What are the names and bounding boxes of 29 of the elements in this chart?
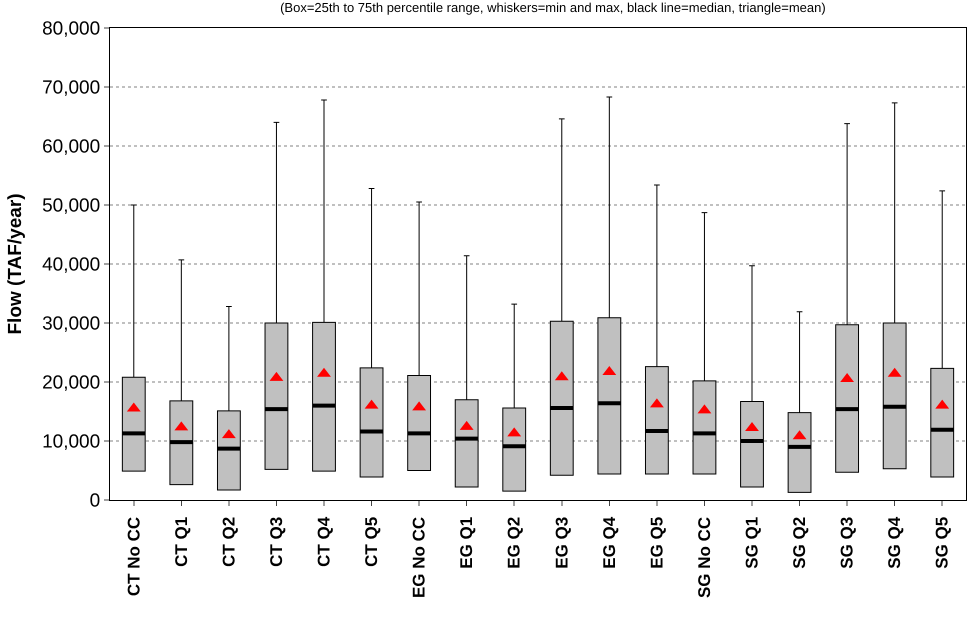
x-tick-label: CT Q5 (362, 516, 382, 567)
x-tick-label: EG Q4 (600, 516, 619, 569)
x-tick-label: EG Q3 (552, 516, 572, 569)
y-tick-label: 60,000 (42, 136, 100, 158)
y-axis-title: Flow (TAF/year) (4, 193, 26, 335)
chart-title: (Box=25th to 75th percentile range, whiskers=min and max, black line=median, triangle=mean) (280, 0, 826, 16)
y-tick-label: 30,000 (42, 314, 100, 335)
y-tick-label: 40,000 (42, 254, 100, 276)
y-tick-label: 10,000 (42, 432, 100, 453)
y-tick-label: 50,000 (42, 196, 100, 217)
x-tick-label: SG Q3 (838, 516, 857, 569)
x-tick-label: CT Q1 (172, 516, 191, 567)
x-tick-label: SG Q1 (742, 516, 762, 569)
y-tick-label: 0 (90, 490, 100, 512)
x-tick-label: SG Q2 (790, 516, 810, 569)
x-tick-label: CT No CC (124, 516, 144, 596)
x-tick-label: SG Q5 (932, 516, 952, 569)
x-tick-label: SG Q4 (885, 516, 904, 569)
x-tick-label: EG Q1 (457, 516, 476, 569)
x-tick-label: EG Q2 (504, 516, 524, 569)
y-tick-label: 70,000 (42, 78, 100, 99)
x-tick-label: CT Q4 (314, 516, 334, 567)
x-tick-label: SG No CC (694, 516, 714, 598)
x-tick-label: CT Q2 (219, 516, 238, 567)
x-tick-label: EG No CC (410, 516, 429, 598)
y-tick-label: 20,000 (42, 372, 100, 394)
x-tick-label: CT Q3 (266, 516, 286, 567)
y-tick-label: 80,000 (42, 18, 100, 40)
x-tick-label: EG Q5 (647, 516, 666, 569)
